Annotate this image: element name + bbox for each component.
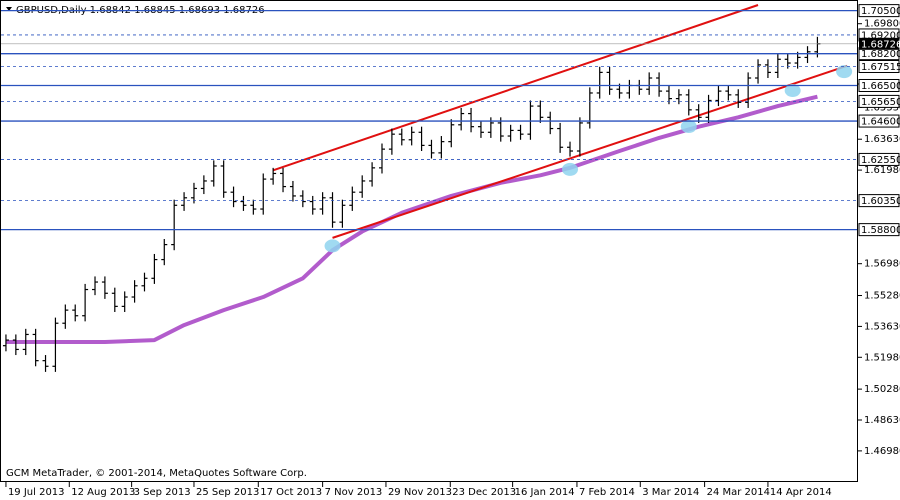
x-tick-label: 3 Sep 2013 <box>134 487 191 498</box>
touch-point <box>324 239 341 253</box>
level-label: 1.58800 <box>861 225 900 236</box>
level-label: 1.65650 <box>861 97 900 108</box>
level-label-box <box>858 4 900 18</box>
x-tick-label: 16 Jan 2014 <box>515 487 575 498</box>
y-tick-label: 1.48630 <box>864 415 900 426</box>
x-tick-label: 19 Jul 2013 <box>8 487 65 498</box>
level-label-box <box>858 194 900 208</box>
level-label: 1.70500 <box>861 6 900 17</box>
level-label: 1.68200 <box>861 49 900 60</box>
y-tick-label: 1.61980 <box>864 165 900 176</box>
level-label: 1.62550 <box>861 155 900 166</box>
x-tick-label: 14 Apr 2014 <box>770 487 832 498</box>
x-tick-label: 12 Aug 2013 <box>71 487 135 498</box>
y-tick-label: 1.50280 <box>864 384 900 395</box>
x-tick-label: 7 Nov 2013 <box>325 487 383 498</box>
x-tick-label: 3 Mar 2014 <box>642 487 699 498</box>
touch-point <box>680 119 697 133</box>
level-label-box <box>858 223 900 237</box>
x-tick-label: 24 Mar 2014 <box>707 487 770 498</box>
touch-point <box>784 84 801 98</box>
y-tick-label: 1.55280 <box>864 291 900 302</box>
level-label-box <box>858 78 900 92</box>
y-tick-label: 1.69800 <box>864 19 900 30</box>
level-label-box <box>858 59 900 73</box>
level-label: 1.66500 <box>861 81 900 92</box>
last-price-label: 1.68726 <box>861 39 900 50</box>
last-price-box <box>859 37 899 50</box>
trendline <box>332 64 848 239</box>
x-tick-label: 25 Sep 2013 <box>196 487 259 498</box>
y-tick-label: 1.51980 <box>864 352 900 363</box>
level-label: 1.69200 <box>861 30 900 41</box>
x-tick-label: 23 Dec 2013 <box>452 487 516 498</box>
x-tick-label: 17 Oct 2013 <box>260 487 322 498</box>
x-tick-label: 29 Nov 2013 <box>388 487 452 498</box>
level-label: 1.67515 <box>861 62 900 73</box>
trendline <box>272 4 759 172</box>
level-label-box <box>858 114 900 128</box>
touch-point <box>562 162 579 176</box>
x-tick-label: 7 Feb 2014 <box>579 487 635 498</box>
level-label: 1.64600 <box>861 117 900 128</box>
level-label-box <box>858 152 900 166</box>
y-tick-label: 1.56980 <box>864 259 900 270</box>
touch-point <box>836 65 853 79</box>
y-tick-label: 1.46980 <box>864 446 900 457</box>
plot-area <box>1 4 857 372</box>
level-label-box <box>858 94 900 108</box>
level-label: 1.60350 <box>861 196 900 207</box>
menu-triangle <box>6 7 12 11</box>
footer: GCM MetaTrader, © 2001-2014, MetaQuotes … <box>6 468 307 479</box>
y-tick-label: 1.53630 <box>864 321 900 332</box>
y-tick-label: 1.63630 <box>864 134 900 145</box>
plot-frame <box>0 0 858 482</box>
